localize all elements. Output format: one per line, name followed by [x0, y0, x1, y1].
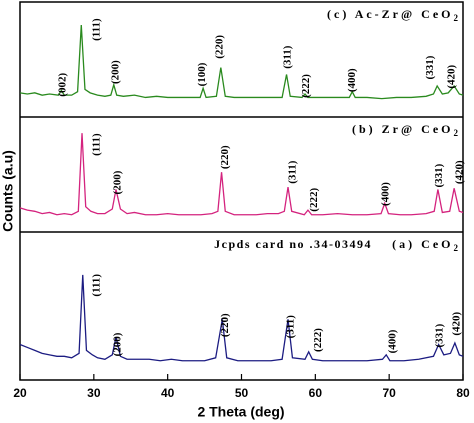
peak-label: (222): [308, 188, 320, 212]
peak-label: (420): [445, 65, 457, 89]
peak-label: (420): [451, 312, 463, 336]
peak-label: (100): [196, 62, 208, 86]
title-text: (a) CeO: [392, 237, 453, 251]
panel-note: Jcpds card no .34-03494: [214, 237, 372, 251]
x-tick-label: 40: [161, 386, 175, 400]
peak-label: (200): [112, 170, 124, 194]
peak-label: (220): [214, 35, 226, 59]
title-text: (c) Ac-Zr@ CeO: [327, 7, 453, 21]
x-axis-label: 2 Theta (deg): [197, 404, 284, 420]
xrd-line: [19, 274, 464, 362]
peak-label: (311): [287, 160, 299, 184]
y-axis-label: Counts (a.u): [0, 150, 16, 232]
peak-label: (311): [282, 45, 294, 69]
peak-label: (111): [90, 18, 102, 41]
peak-label: (200): [110, 60, 122, 84]
peak-label: (220): [219, 145, 231, 169]
peak-label: (111): [90, 274, 102, 297]
peak-label: (222): [312, 328, 324, 352]
peak-label: (400): [346, 68, 358, 92]
panel-title: (a) CeO2: [392, 237, 461, 253]
peak-label: (200): [112, 332, 124, 356]
title-subscript: 2: [454, 13, 462, 23]
title-subscript: 2: [454, 128, 462, 138]
peak-label: (220): [219, 313, 231, 337]
x-tick-label: 80: [456, 386, 470, 400]
title-subscript: 2: [454, 243, 462, 253]
x-tick-label: 60: [309, 386, 323, 400]
title-text: (b) Zr@ CeO: [352, 122, 453, 136]
x-tick-label: 30: [87, 386, 101, 400]
peak-label: (311): [284, 315, 296, 339]
peak-label: (331): [424, 55, 436, 79]
x-tick-label: 20: [13, 386, 27, 400]
xrd-line: [19, 24, 464, 100]
panel-title: (b) Zr@ CeO2: [352, 122, 461, 138]
peak-label: (420): [454, 160, 466, 184]
peak-label: (002): [56, 73, 68, 97]
panel-title: (c) Ac-Zr@ CeO2: [327, 7, 461, 23]
x-tick-label: 70: [382, 386, 396, 400]
peak-label: (400): [380, 182, 392, 206]
peak-label: (400): [386, 329, 398, 353]
peak-label: (331): [433, 163, 445, 187]
peak-label: (111): [90, 133, 102, 156]
plot-frame: [19, 1, 464, 381]
peak-label: (331): [434, 323, 446, 347]
x-tick-label: 50: [235, 386, 249, 400]
peak-label: (222): [300, 74, 312, 98]
xrd-line: [19, 133, 464, 216]
